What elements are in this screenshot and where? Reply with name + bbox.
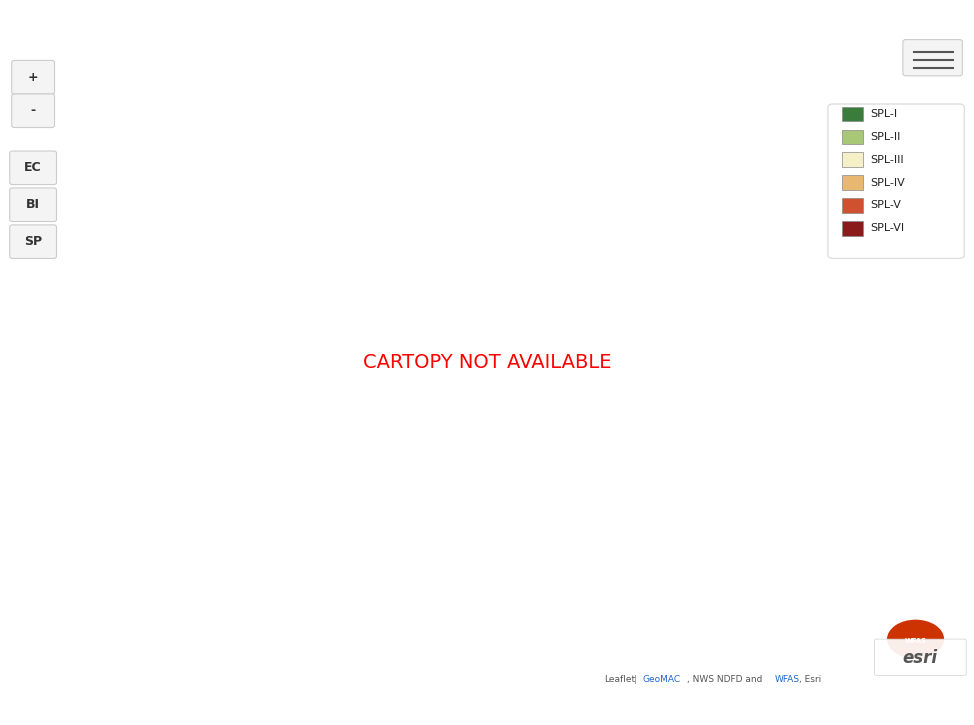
FancyBboxPatch shape [875,639,966,676]
Text: , NWS NDFD and: , NWS NDFD and [687,675,762,684]
Text: WFAS: WFAS [905,638,926,644]
Bar [842,175,863,190]
Text: SPL-III: SPL-III [870,154,904,165]
FancyBboxPatch shape [12,94,55,128]
Text: Forecast Reference Time: 06/10/2020 10:00:00 UTC: Forecast Reference Time: 06/10/2020 10:0… [266,6,708,21]
Text: SP: SP [24,235,42,248]
FancyBboxPatch shape [903,40,962,76]
Text: SPL-VI: SPL-VI [870,223,904,233]
Bar [842,152,863,167]
Text: SPL-V: SPL-V [870,200,901,210]
Bar [842,221,863,236]
Bar [842,198,863,213]
Text: EC: EC [24,161,42,174]
Text: esri: esri [903,649,938,667]
Text: |: | [634,675,637,684]
Bar [842,130,863,144]
Circle shape [886,619,945,659]
Text: Leaflet: Leaflet [604,675,635,684]
Bar [842,107,863,122]
Text: BI: BI [26,198,40,211]
Text: Derived by WFAS using the National Digital Forecast Database and RAWS surface we: Derived by WFAS using the National Digit… [142,705,832,718]
FancyBboxPatch shape [828,104,964,258]
Text: SPL-IV: SPL-IV [870,178,905,188]
FancyBboxPatch shape [10,188,56,222]
Text: , Esri: , Esri [799,675,821,684]
FancyBboxPatch shape [12,60,55,94]
FancyBboxPatch shape [10,225,56,258]
Text: SPL-I: SPL-I [870,109,897,119]
Text: WFAS: WFAS [774,675,800,684]
Text: +: + [28,70,38,83]
FancyBboxPatch shape [10,151,56,185]
Text: SPL-II: SPL-II [870,132,900,142]
Text: -: - [30,104,36,117]
Text: CARTOPY NOT AVAILABLE: CARTOPY NOT AVAILABLE [362,353,612,372]
Text: GeoMAC: GeoMAC [643,675,681,684]
